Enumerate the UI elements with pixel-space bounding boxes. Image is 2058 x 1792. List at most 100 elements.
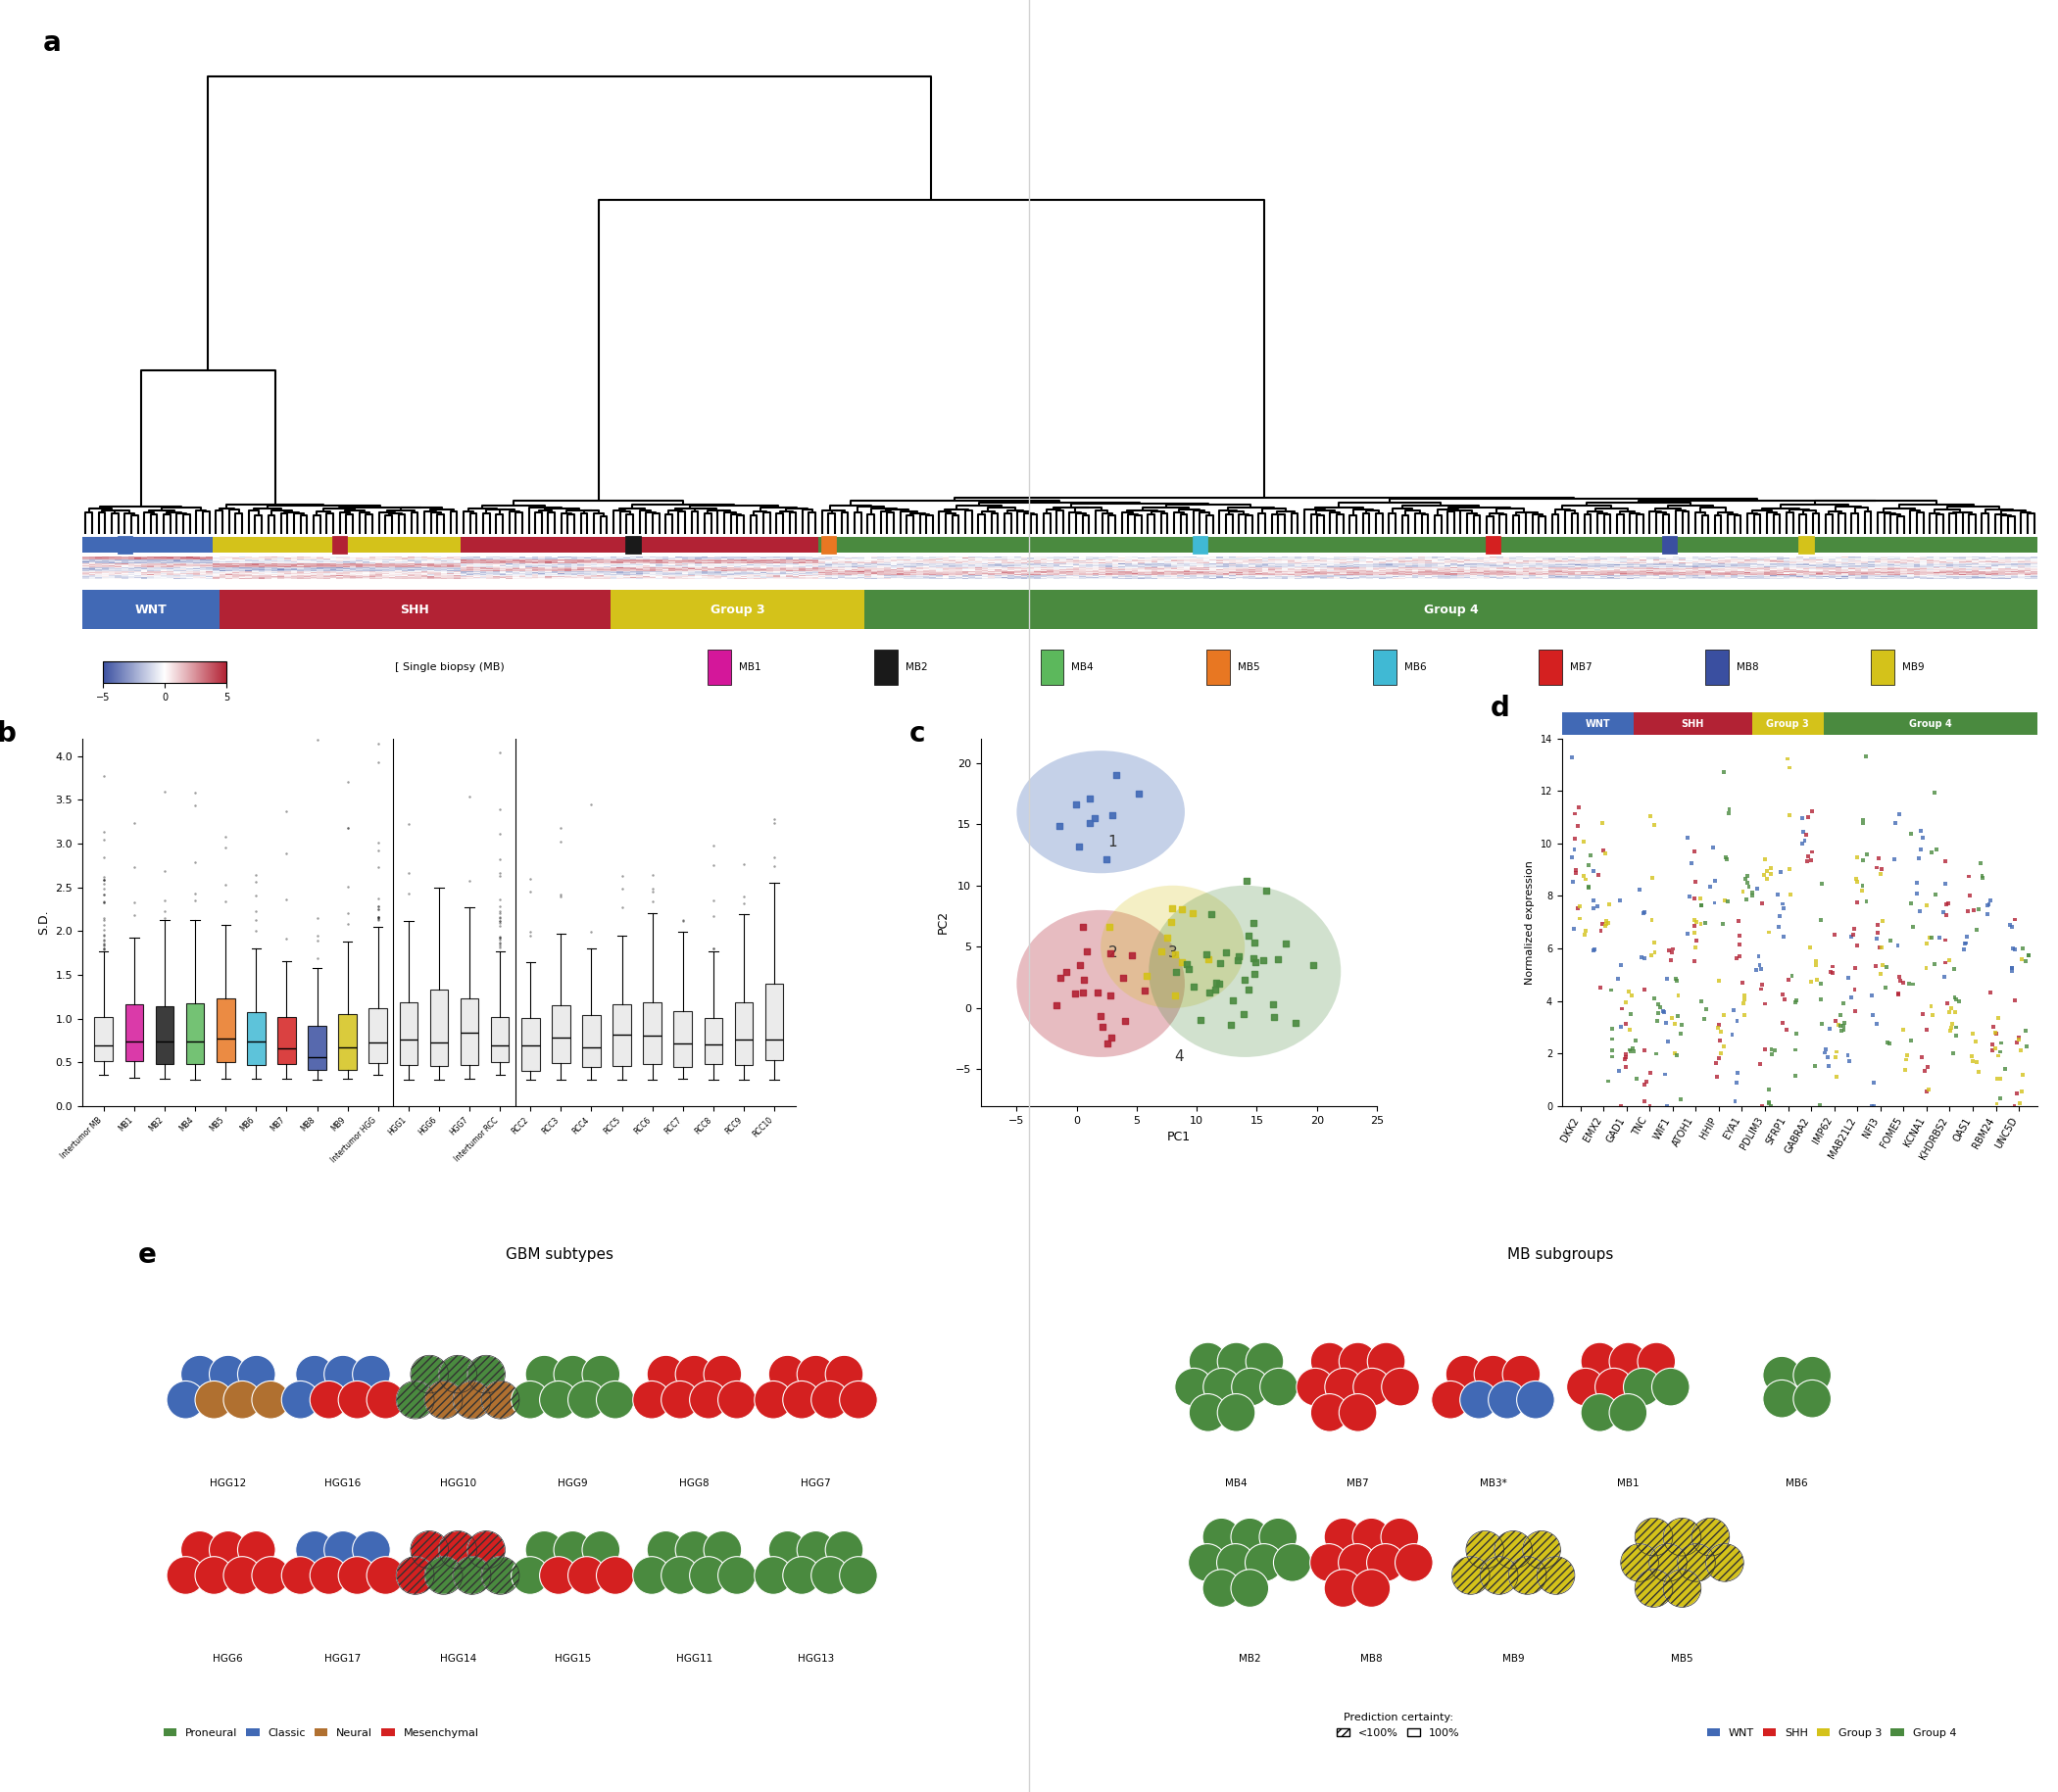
- Point: [1862, 844, 1895, 873]
- Point: [1665, 1011, 1698, 1039]
- Point: [1805, 905, 1838, 934]
- Point: [1204, 948, 1237, 977]
- Circle shape: [554, 1355, 591, 1392]
- Text: c: c: [910, 720, 926, 747]
- Point: [1811, 1043, 1844, 1072]
- Circle shape: [582, 1355, 619, 1392]
- Point: [1768, 894, 1801, 923]
- Point: [1589, 839, 1622, 867]
- Point: [1869, 973, 1902, 1002]
- Point: [2004, 944, 2037, 973]
- Point: [1097, 801, 1130, 830]
- Point: [1661, 1041, 1694, 1070]
- Point: [1743, 952, 1776, 980]
- Point: [1741, 874, 1774, 903]
- Point: [1642, 989, 1675, 1018]
- Text: MB8: MB8: [1360, 1654, 1383, 1663]
- Point: [1838, 975, 1871, 1004]
- Point: [1581, 892, 1613, 921]
- Circle shape: [1764, 1380, 1801, 1417]
- Point: [1928, 848, 1961, 876]
- Point: [1062, 831, 1095, 860]
- Point: [1572, 873, 1605, 901]
- Point: [1879, 808, 1912, 837]
- Point: [1982, 1004, 2015, 1032]
- Point: [1683, 909, 1716, 937]
- Point: [1702, 1045, 1735, 1073]
- Circle shape: [1595, 1367, 1632, 1407]
- Circle shape: [525, 1530, 564, 1568]
- Point: [1906, 1043, 1939, 1072]
- Point: [1895, 819, 1928, 848]
- Point: [1677, 912, 1710, 941]
- Point: [1603, 952, 1636, 980]
- Point: [1939, 955, 1972, 984]
- Point: [1661, 968, 1694, 996]
- Point: [1628, 1070, 1661, 1098]
- Circle shape: [1323, 1518, 1362, 1555]
- Point: [1587, 909, 1620, 937]
- Circle shape: [632, 1382, 671, 1419]
- Point: [1770, 744, 1803, 772]
- Point: [1640, 1039, 1673, 1068]
- Point: [1609, 1043, 1642, 1072]
- Point: [1745, 889, 1778, 918]
- Point: [1932, 946, 1965, 975]
- Title: GBM subtypes: GBM subtypes: [506, 1247, 613, 1262]
- Bar: [1041, 649, 1064, 685]
- Circle shape: [510, 1557, 549, 1595]
- Point: [2002, 1090, 2035, 1118]
- Point: [1190, 939, 1222, 968]
- Point: [1972, 900, 2004, 928]
- Point: [1751, 918, 1784, 946]
- Point: [1150, 923, 1183, 952]
- Point: [1939, 998, 1972, 1027]
- Point: [1897, 912, 1930, 941]
- Point: [2009, 946, 2042, 975]
- Point: [1850, 742, 1883, 771]
- Circle shape: [539, 1382, 578, 1419]
- Point: [1805, 986, 1838, 1014]
- Point: [1638, 937, 1671, 966]
- Point: [1805, 969, 1838, 998]
- Point: [1902, 869, 1935, 898]
- Circle shape: [1259, 1367, 1299, 1407]
- Point: [1805, 869, 1838, 898]
- Circle shape: [323, 1355, 362, 1392]
- Point: [1910, 1016, 1943, 1045]
- Text: HGG14: HGG14: [440, 1654, 475, 1663]
- Text: 4: 4: [1173, 1050, 1183, 1064]
- Point: [1078, 803, 1111, 831]
- Point: [1723, 907, 1755, 935]
- Circle shape: [718, 1557, 755, 1595]
- PathPatch shape: [735, 1004, 753, 1066]
- Point: [1589, 912, 1622, 941]
- Circle shape: [1502, 1355, 1539, 1392]
- Point: [1620, 1027, 1653, 1055]
- Point: [1786, 817, 1819, 846]
- Circle shape: [1274, 1543, 1311, 1582]
- Point: [1200, 969, 1233, 998]
- Point: [1749, 846, 1782, 874]
- Bar: [864, 590, 2037, 629]
- Point: [1980, 1064, 2013, 1093]
- Circle shape: [661, 1557, 700, 1595]
- Point: [1801, 950, 1834, 978]
- Point: [1570, 866, 1603, 894]
- Point: [1809, 1038, 1842, 1066]
- Point: [1850, 840, 1883, 869]
- Point: [1819, 1038, 1852, 1066]
- Point: [1799, 948, 1832, 977]
- Point: [1918, 880, 1951, 909]
- Point: [1943, 987, 1976, 1016]
- Circle shape: [1311, 1342, 1348, 1380]
- Point: [1790, 842, 1823, 871]
- Point: [1609, 1045, 1642, 1073]
- Point: [1912, 1075, 1945, 1104]
- Text: HGG9: HGG9: [558, 1478, 589, 1487]
- Point: [1720, 1059, 1753, 1088]
- Point: [1564, 905, 1597, 934]
- Point: [1653, 1027, 1686, 1055]
- Point: [1671, 823, 1704, 851]
- Point: [1879, 846, 1912, 874]
